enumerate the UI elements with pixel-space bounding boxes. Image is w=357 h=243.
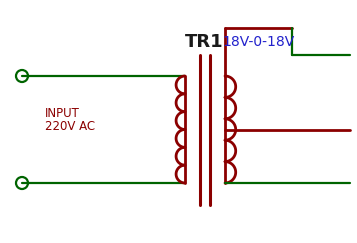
Text: 18V-0-18V: 18V-0-18V xyxy=(222,35,294,49)
Text: INPUT: INPUT xyxy=(45,107,80,120)
Text: 220V AC: 220V AC xyxy=(45,120,95,133)
Text: TR1: TR1 xyxy=(185,33,223,51)
